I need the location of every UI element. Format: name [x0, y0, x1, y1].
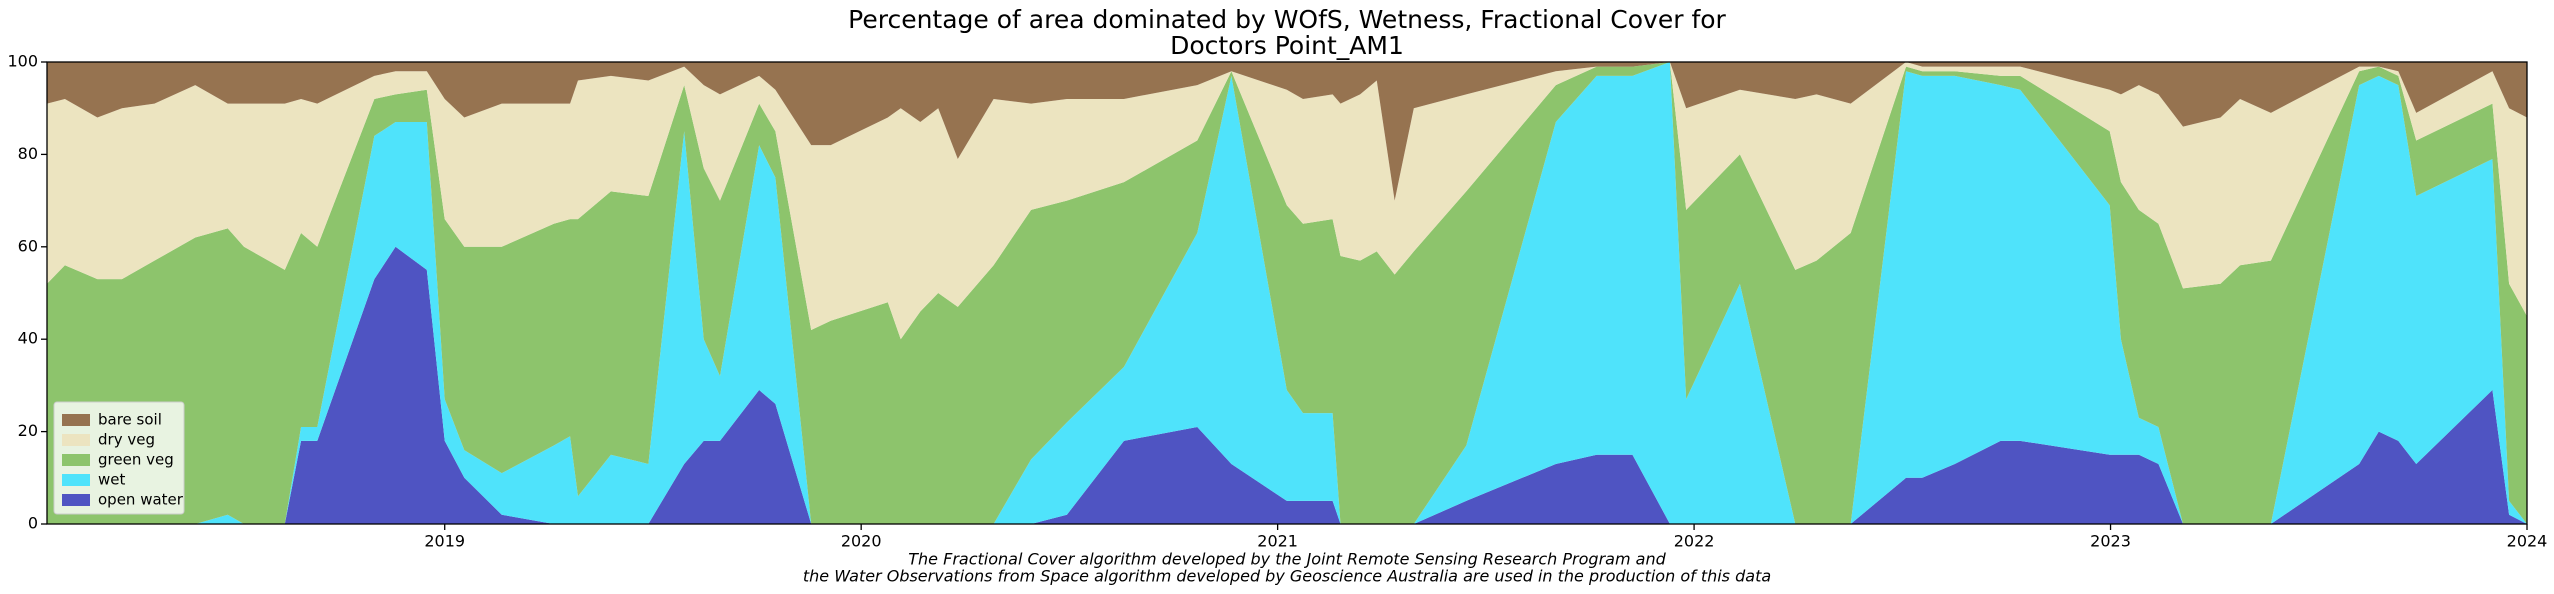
legend-label: wet: [98, 471, 125, 489]
y-tick-label: 100: [7, 52, 38, 71]
legend-swatch: [62, 414, 90, 426]
footnote: The Fractional Cover algorithm developed…: [908, 550, 1666, 569]
legend-swatch: [62, 434, 90, 446]
legend-swatch: [62, 494, 90, 506]
legend-swatch: [62, 454, 90, 466]
legend-label: dry veg: [98, 431, 155, 449]
chart-title: Percentage of area dominated by WOfS, We…: [848, 5, 1726, 34]
x-tick-label: 2019: [424, 532, 465, 551]
x-tick-label: 2021: [1257, 532, 1298, 551]
y-tick-label: 40: [18, 329, 38, 348]
legend-label: bare soil: [98, 411, 162, 429]
x-tick-label: 2022: [1674, 532, 1715, 551]
legend-label: open water: [98, 491, 184, 509]
plot-frame: [46, 61, 2528, 525]
y-tick-label: 20: [18, 421, 38, 440]
y-tick-label: 60: [18, 236, 38, 255]
legend-label: green veg: [98, 451, 174, 469]
footnote: the Water Observations from Space algori…: [803, 567, 1771, 586]
area: [47, 62, 2527, 524]
area: [47, 62, 2527, 201]
chart-title: Doctors Point_AM1: [1170, 31, 1404, 60]
x-tick-label: 2023: [2090, 532, 2131, 551]
x-tick-label: 2024: [2507, 532, 2548, 551]
area: [47, 246, 2527, 525]
area: [47, 62, 2527, 340]
y-tick-label: 0: [28, 514, 38, 533]
legend-swatch: [62, 474, 90, 486]
y-tick-label: 80: [18, 144, 38, 163]
area: [47, 62, 2527, 524]
legend: bare soil dry veg green veg wet open water: [53, 401, 185, 515]
x-tick-label: 2020: [841, 532, 882, 551]
